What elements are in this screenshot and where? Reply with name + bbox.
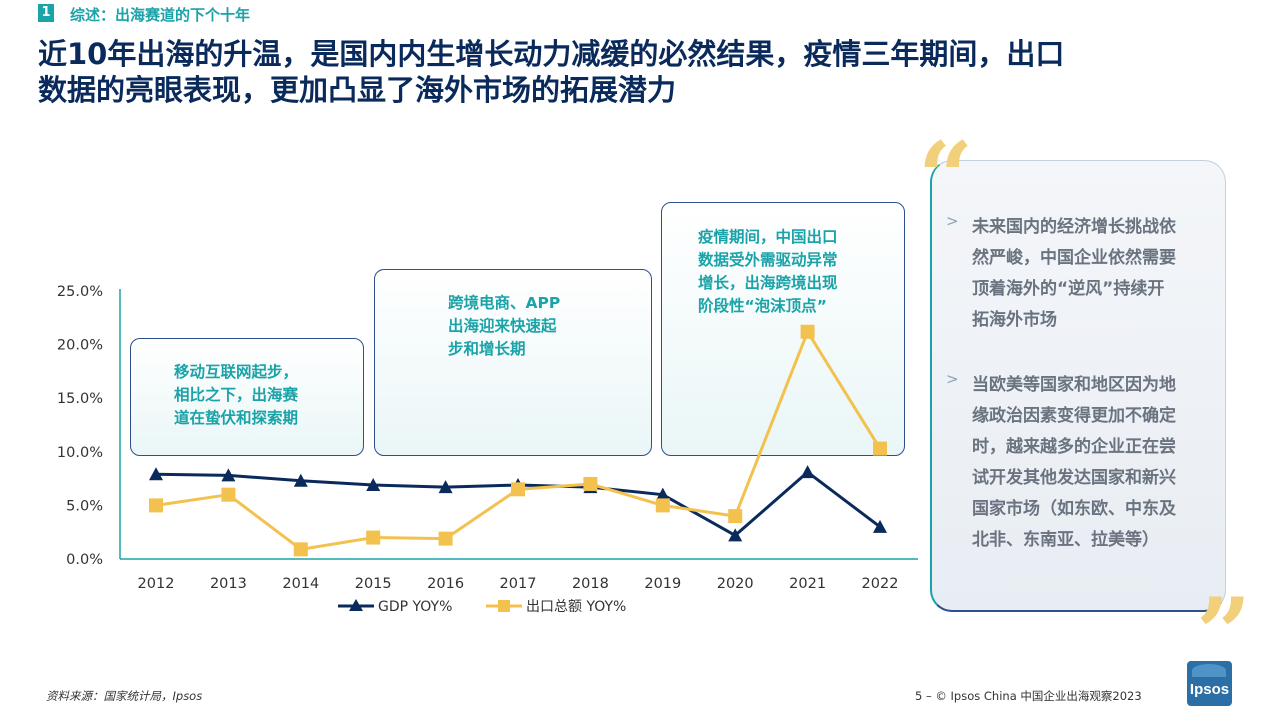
annotation-text-cross-border: 跨境电商、APP 出海迎来快速起 步和增长期 bbox=[448, 292, 560, 361]
annotation-box-mobile-internet bbox=[130, 338, 364, 456]
export-data-point bbox=[728, 509, 743, 524]
bullet-line: 未来国内的经济增长挑战依 bbox=[972, 217, 1176, 237]
bullet-line: 国家市场（如东欧、中东及 bbox=[972, 499, 1176, 519]
annotation-text-mobile-internet: 移动互联网起步， 相比之下，出海赛 道在蛰伏和探索期 bbox=[174, 361, 298, 430]
x-tick-label: 2022 bbox=[862, 576, 899, 592]
annotation-line: 道在蛰伏和探索期 bbox=[174, 409, 299, 427]
y-tick-label: 10.0% bbox=[57, 445, 103, 461]
bullet-line: 当欧美等国家和地区因为地 bbox=[972, 375, 1176, 395]
insight-panel bbox=[930, 160, 1226, 612]
section-title: 综述：出海赛道的下个十年 bbox=[70, 6, 251, 24]
annotation-line: 跨境电商、APP bbox=[448, 294, 561, 312]
bullet-line: 然严峻，中国企业依然需要 bbox=[972, 248, 1176, 268]
bullet-line: 北非、东南亚、拉美等） bbox=[972, 530, 1159, 550]
annotation-line: 出海迎来快速起 bbox=[448, 317, 557, 335]
headline-line-2: 数据的亮眼表现，更加凸显了海外市场的拓展潜力 bbox=[38, 73, 677, 107]
x-tick-label: 2014 bbox=[282, 576, 319, 592]
x-tick-label: 2021 bbox=[789, 576, 826, 592]
gdp-data-point bbox=[366, 478, 381, 492]
chevron-right-icon: > bbox=[946, 212, 959, 230]
export-data-point bbox=[655, 498, 670, 513]
page-footer: 5 – © Ipsos China 中国企业出海观察2023 bbox=[915, 689, 1142, 703]
annotation-box-pandemic bbox=[661, 202, 905, 456]
bullet-text: 未来国内的经济增长挑战依 然严峻，中国企业依然需要 顶着海外的“逆风”持续开 拓… bbox=[972, 212, 1200, 336]
x-tick-label: 2016 bbox=[427, 576, 464, 592]
legend-marker-square bbox=[498, 600, 510, 612]
gdp-data-point bbox=[800, 465, 815, 479]
chevron-right-icon: > bbox=[946, 370, 959, 388]
x-tick-label: 2013 bbox=[210, 576, 247, 592]
annotation-line: 移动互联网起步， bbox=[174, 363, 299, 381]
export-data-point bbox=[583, 476, 598, 491]
bullet-line: 试开发其他发达国家和新兴 bbox=[972, 468, 1176, 488]
gdp-data-point bbox=[293, 473, 308, 487]
gdp-data-point bbox=[873, 519, 887, 533]
annotation-line: 步和增长期 bbox=[448, 340, 526, 358]
y-tick-label: 25.0% bbox=[57, 284, 103, 300]
export-data-point bbox=[366, 530, 381, 545]
export-data-point bbox=[438, 531, 453, 546]
gdp-data-point bbox=[655, 487, 670, 501]
annotation-line: 数据受外需驱动异常 bbox=[698, 251, 838, 269]
annotation-text-pandemic: 疫情期间，中国出口 数据受外需驱动异常 增长，出海跨境出现 阶段性“泡沫顶点” bbox=[698, 226, 838, 318]
bullet-line: 顶着海外的“逆风”持续开 bbox=[972, 279, 1165, 299]
bullet-line: 缘政治因素变得更加不确定 bbox=[972, 406, 1176, 426]
gdp-data-point bbox=[728, 528, 743, 542]
export-data-point bbox=[293, 542, 308, 557]
annotation-line: 增长，出海跨境出现 bbox=[698, 274, 838, 292]
export-data-point bbox=[221, 487, 236, 502]
gdp-data-point bbox=[149, 467, 163, 481]
export-data-point bbox=[511, 482, 525, 497]
legend-label: 出口总额 YOY% bbox=[526, 599, 626, 615]
y-tick-label: 15.0% bbox=[57, 391, 103, 407]
section-number-badge: 1 bbox=[38, 4, 54, 22]
bullet-line: 时，越来越多的企业正在尝 bbox=[972, 437, 1176, 457]
legend-label: GDP YOY% bbox=[378, 599, 452, 615]
y-tick-label: 0.0% bbox=[66, 552, 103, 568]
data-source-note: 资料来源：国家统计局，Ipsos bbox=[46, 689, 203, 703]
export-data-point bbox=[873, 441, 887, 456]
x-tick-label: 2019 bbox=[644, 576, 681, 592]
page-headline: 近10年出海的升温，是国内内生增长动力减缓的必然结果，疫情三年期间，出口 数据的… bbox=[38, 36, 1248, 108]
bullet-line: 拓海外市场 bbox=[972, 310, 1057, 330]
y-tick-label: 5.0% bbox=[66, 498, 103, 514]
annotation-line: 阶段性“泡沫顶点” bbox=[698, 297, 827, 315]
x-tick-label: 2020 bbox=[717, 576, 754, 592]
y-tick-label: 20.0% bbox=[57, 338, 103, 354]
annotation-line: 疫情期间，中国出口 bbox=[698, 228, 838, 246]
export-data-point bbox=[149, 498, 163, 513]
gdp-data-point bbox=[221, 468, 236, 482]
annotation-line: 相比之下，出海赛 bbox=[174, 386, 299, 404]
open-quote-icon: “ bbox=[918, 121, 974, 234]
x-tick-label: 2018 bbox=[572, 576, 609, 592]
annotation-box-cross-border bbox=[374, 269, 652, 456]
logo-text: Ipsos bbox=[1189, 681, 1230, 698]
logo-shape bbox=[1192, 664, 1226, 677]
x-tick-label: 2017 bbox=[500, 576, 537, 592]
export-data-point bbox=[800, 324, 815, 339]
headline-line-1: 近10年出海的升温，是国内内生增长动力减缓的必然结果，疫情三年期间，出口 bbox=[38, 37, 1065, 71]
x-tick-label: 2015 bbox=[355, 576, 392, 592]
legend-marker-triangle bbox=[349, 599, 363, 611]
ipsos-logo: Ipsos bbox=[1187, 661, 1232, 706]
bullet-text: 当欧美等国家和地区因为地 缘政治因素变得更加不确定 时，越来越多的企业正在尝 试… bbox=[972, 370, 1200, 556]
gdp-data-point bbox=[438, 480, 453, 494]
x-tick-label: 2012 bbox=[138, 576, 175, 592]
